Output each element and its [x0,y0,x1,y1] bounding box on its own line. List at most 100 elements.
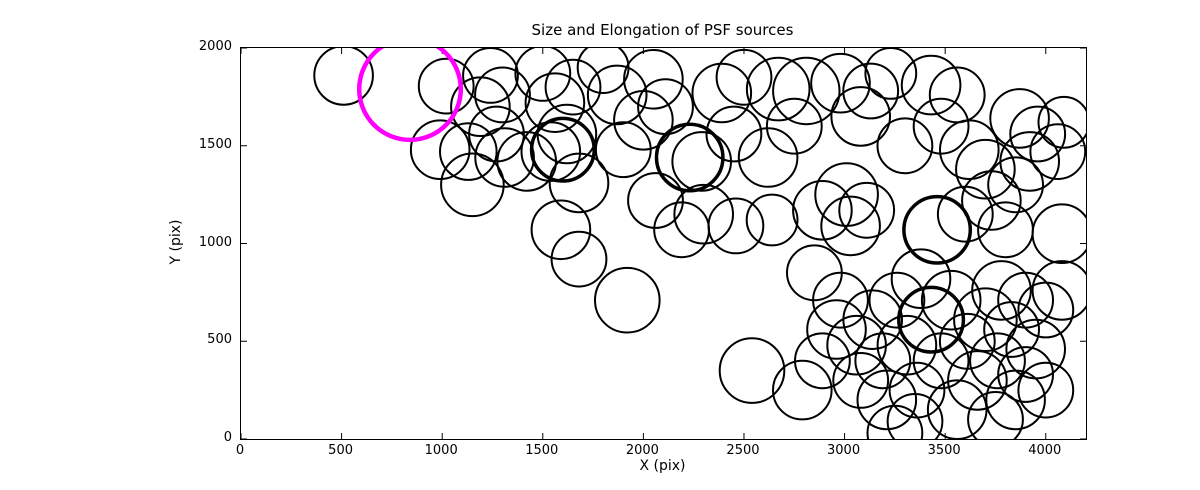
psf-circle [462,48,519,104]
psf-circle [313,48,374,106]
psf-circle [897,285,966,354]
psf-circle [417,57,475,115]
psf-circle [939,119,1000,180]
psf-circle [812,271,869,329]
psf-circle [842,289,904,351]
psf-circle [854,332,912,390]
psf-circle [926,379,988,439]
psf-circle [920,269,982,331]
psf-circle [856,369,918,431]
psf-circle [586,64,648,126]
psf-circle [792,180,853,241]
x-tick-label: 0 [235,443,245,458]
x-tick-label: 500 [328,443,353,458]
psf-circle [409,119,471,180]
psf-circle [947,350,1008,411]
psf-circle [876,314,938,376]
x-tick-label: 2500 [726,443,760,458]
psf-circle [548,152,610,214]
psf-circle [953,287,1018,353]
psf-circle [1009,105,1067,163]
psf-circle [1017,361,1075,419]
x-tick-label: 1500 [525,443,559,458]
psf-circle [496,131,558,192]
psf-circle [900,54,962,116]
psf-circle [888,361,946,419]
plot-area [240,47,1087,440]
psf-circle [613,90,674,151]
psf-circle [997,271,1054,329]
x-tick-label: 1000 [424,443,458,458]
psf-circle [737,127,799,188]
psf-circle [886,393,944,439]
y-tick-label: 1500 [198,136,232,152]
y-tick-label: 0 [223,430,232,445]
psf-circle [806,299,867,360]
y-tick-label: 2000 [198,39,232,54]
y-tick-label: 1000 [198,234,232,250]
psf-circle [955,138,1016,200]
psf-circle [928,66,986,124]
chart-title: Size and Elongation of PSF sources [531,21,794,39]
psf-circle [864,48,918,100]
psf-circle [745,56,811,122]
psf-circle [969,332,1026,390]
psf-circle [983,301,1040,358]
psf-circle [705,105,763,163]
psf-circle [715,48,773,106]
psf-circle [576,48,630,94]
psf-circle [1017,281,1075,339]
psf-circle [544,58,602,116]
psf-circle [830,86,892,147]
psf-circle [627,172,684,229]
psf-circle [832,352,890,409]
y-tick-label: 500 [207,332,232,348]
x-tick-label: 3500 [927,443,961,458]
psf-circle [718,337,786,404]
psf-circle [440,152,505,218]
psf-circle [876,117,934,175]
psf-circle [838,181,896,239]
psf-circle [765,97,823,155]
psf-circle [691,62,753,124]
x-tick-label: 4000 [1028,443,1062,458]
psf-circle [999,131,1061,192]
psf-circle [594,266,661,334]
psf-circle [820,195,881,257]
psf-circle [772,56,841,126]
psf-circle [474,66,531,124]
x-tick-label: 3000 [827,443,861,458]
psf-circle [524,72,586,133]
psf-circle [1031,203,1086,264]
psf-circle [794,332,851,390]
psf-circle [1029,123,1086,180]
psf-circle [654,122,725,193]
psf-circle [938,312,996,370]
x-axis-label: X (pix) [639,458,686,474]
psf-circle [890,248,952,309]
psf-circle [967,391,1024,439]
psf-circle [1005,318,1067,380]
x-tick-label: 2000 [625,443,659,458]
psf-circle [514,48,572,102]
y-axis-label: Y (pix) [168,219,184,265]
psf-circle [623,49,684,110]
psf-circle [1031,260,1086,321]
psf-circle [810,52,871,114]
psf-circle [530,199,592,261]
psf-circle [707,197,765,255]
psf-circle [550,230,608,288]
psf-circle [814,162,879,227]
psf-circle [673,183,735,245]
psf-circle [1037,95,1086,149]
psf-circle [971,260,1032,321]
psf-circle [902,194,973,265]
psf-circle [745,193,799,247]
psf-circle [868,271,926,329]
psf-circle [989,88,1050,149]
psf-circle [529,116,596,183]
psf-circle [439,122,498,181]
plot-svg [241,48,1086,439]
psf-circle [997,346,1054,403]
